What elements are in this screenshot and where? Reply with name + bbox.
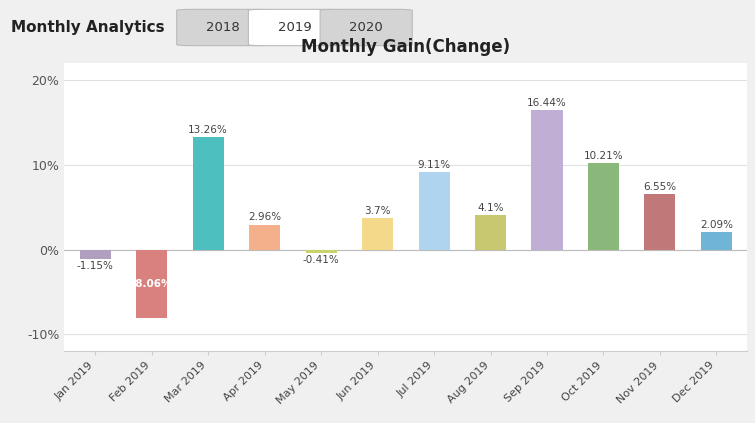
Bar [362,218,393,250]
Text: 16.44%: 16.44% [527,99,567,108]
Text: -1.15%: -1.15% [77,261,114,272]
FancyBboxPatch shape [248,9,341,46]
Bar [193,137,223,250]
Bar [418,173,449,250]
Text: 2020: 2020 [350,21,383,34]
Text: 2018: 2018 [206,21,239,34]
Bar [532,110,562,250]
Title: Monthly Gain(Change): Monthly Gain(Change) [301,38,510,56]
Bar [80,250,111,259]
Text: 2.09%: 2.09% [700,220,733,230]
Text: 6.55%: 6.55% [643,182,676,192]
FancyBboxPatch shape [177,9,269,46]
Text: -0.41%: -0.41% [303,255,340,265]
Bar [645,194,676,250]
FancyBboxPatch shape [320,9,412,46]
Text: Monthly Analytics: Monthly Analytics [11,20,165,35]
Text: -8.06%: -8.06% [131,279,172,288]
Text: 10.21%: 10.21% [584,151,624,161]
Bar [249,225,280,250]
Text: 2019: 2019 [278,21,311,34]
Text: 2.96%: 2.96% [248,212,281,222]
Text: 13.26%: 13.26% [188,125,228,135]
Bar [306,250,337,253]
Text: 3.7%: 3.7% [365,206,391,216]
Bar [136,250,167,318]
Bar [475,215,506,250]
Bar [701,232,732,250]
Text: 4.1%: 4.1% [477,203,504,213]
Bar [588,163,619,250]
Text: 9.11%: 9.11% [418,160,451,170]
